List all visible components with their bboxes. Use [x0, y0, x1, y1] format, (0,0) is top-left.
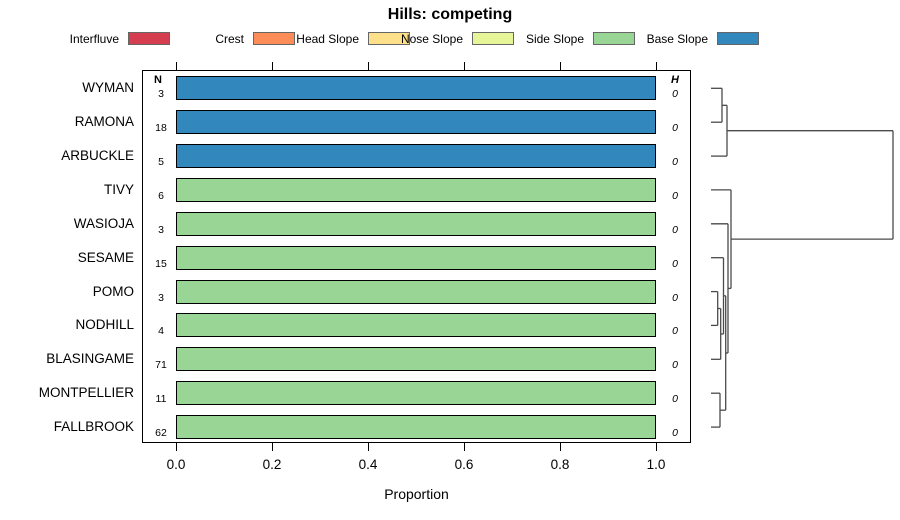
- row-label-wasioja: WASIOJA: [73, 215, 134, 231]
- legend-item-head-slope: Head Slope: [247, 31, 410, 46]
- legend-item-side-slope: Side Slope: [472, 31, 635, 46]
- x-tick-label: 0.4: [358, 457, 378, 472]
- n-value: 62: [155, 427, 167, 440]
- x-tick-label: 0.8: [550, 457, 570, 472]
- h-value: 0: [672, 122, 678, 135]
- h-column-header: H: [671, 74, 679, 86]
- row-label-blasingame: BLASINGAME: [46, 351, 134, 367]
- legend-label: Interfluve: [69, 31, 119, 46]
- n-value: 3: [158, 291, 164, 304]
- row-label-arbuckle: ARBUCKLE: [61, 148, 134, 164]
- axis-tick-top: [367, 61, 369, 70]
- legend-swatch: [253, 32, 295, 45]
- axis-tick-top: [463, 61, 465, 70]
- axis-tick-bottom: [463, 443, 465, 451]
- legend-label: Crest: [215, 31, 244, 46]
- bar-segment-side-slope: [176, 177, 656, 202]
- x-tick-label: 0.0: [166, 457, 186, 472]
- legend-swatch: [717, 32, 759, 45]
- legend-swatch: [368, 32, 410, 45]
- h-value: 0: [672, 291, 678, 304]
- plot-box: [142, 69, 691, 443]
- legend-swatch: [593, 32, 635, 45]
- chart-title: Hills: competing: [387, 6, 513, 23]
- x-tick-label: 0.2: [262, 457, 282, 472]
- n-value: 11: [155, 393, 167, 406]
- legend-swatch: [472, 32, 514, 45]
- bar-segment-base-slope: [176, 76, 656, 101]
- n-value: 71: [155, 359, 167, 372]
- legend-label: Nose Slope: [400, 31, 463, 46]
- legend-label: Head Slope: [296, 31, 359, 46]
- row-label-ramona: RAMONA: [74, 114, 134, 130]
- bar-segment-side-slope: [176, 381, 656, 406]
- legend-item-crest: Crest: [132, 31, 295, 46]
- bar-segment-side-slope: [176, 347, 656, 372]
- row-label-montpellier: MONTPELLIER: [38, 385, 134, 401]
- legend-item-interfluve: Interfluve: [7, 31, 170, 46]
- h-value: 0: [672, 189, 678, 202]
- n-value: 4: [158, 325, 164, 338]
- h-value: 0: [672, 359, 678, 372]
- axis-tick-bottom: [175, 443, 177, 451]
- n-value: 15: [155, 257, 167, 270]
- bar-segment-base-slope: [176, 110, 656, 135]
- h-value: 0: [672, 427, 678, 440]
- n-value: 3: [158, 88, 164, 101]
- h-value: 0: [672, 325, 678, 338]
- legend-item-base-slope: Base Slope: [596, 31, 759, 46]
- n-value: 18: [155, 122, 167, 135]
- axis-tick-top: [175, 61, 177, 70]
- legend-label: Side Slope: [525, 31, 584, 46]
- bar-segment-side-slope: [176, 313, 656, 338]
- legend-item-nose-slope: Nose Slope: [351, 31, 514, 46]
- h-value: 0: [672, 393, 678, 406]
- x-tick-label: 1.0: [646, 457, 666, 472]
- row-label-nodhill: NODHILL: [75, 317, 134, 333]
- bar-segment-base-slope: [176, 144, 656, 169]
- row-label-fallbrook: FALLBROOK: [53, 419, 134, 435]
- axis-tick-top: [655, 61, 657, 70]
- n-value: 5: [158, 156, 164, 169]
- n-column-header: N: [154, 74, 162, 86]
- x-axis-title: Proportion: [384, 486, 449, 502]
- row-label-sesame: SESAME: [77, 249, 134, 265]
- x-tick-label: 0.6: [454, 457, 474, 472]
- h-value: 0: [672, 223, 678, 236]
- n-value: 6: [158, 189, 164, 202]
- n-value: 3: [158, 223, 164, 236]
- row-label-pomo: POMO: [92, 283, 134, 299]
- h-value: 0: [672, 156, 678, 169]
- axis-tick-bottom: [367, 443, 369, 451]
- row-label-wyman: WYMAN: [82, 80, 134, 96]
- axis-tick-top: [559, 61, 561, 70]
- bar-segment-side-slope: [176, 415, 656, 440]
- legend-swatch: [128, 32, 170, 45]
- h-value: 0: [672, 257, 678, 270]
- row-label-tivy: TIVY: [103, 181, 134, 197]
- legend: Interfluve Crest Head Slope Nose Slope Side …: [0, 0, 900, 50]
- legend-label: Base Slope: [646, 31, 708, 46]
- axis-tick-bottom: [271, 443, 273, 451]
- bar-segment-side-slope: [176, 211, 656, 236]
- axis-tick-bottom: [655, 443, 657, 451]
- axis-tick-bottom: [559, 443, 561, 451]
- h-value: 0: [672, 88, 678, 101]
- axis-tick-top: [271, 61, 273, 70]
- bar-segment-side-slope: [176, 279, 656, 304]
- bar-segment-side-slope: [176, 245, 656, 270]
